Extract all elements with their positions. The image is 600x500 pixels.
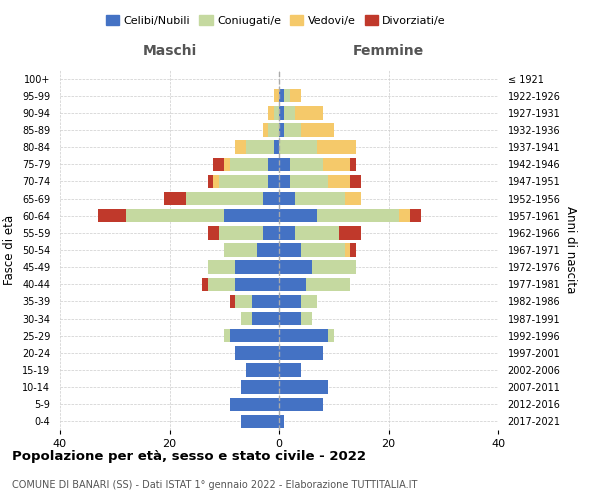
Bar (295, 106, 323, 120)
Bar (274, 89, 279, 102)
Bar (279, 209, 317, 222)
Bar (279, 89, 284, 102)
Bar (235, 346, 279, 360)
Bar (279, 158, 290, 171)
Bar (274, 140, 279, 154)
Bar (241, 380, 279, 394)
Bar (312, 260, 356, 274)
Bar (290, 89, 301, 102)
Bar (257, 244, 279, 256)
Bar (339, 226, 361, 239)
Bar (230, 294, 235, 308)
Bar (295, 192, 345, 205)
Bar (295, 226, 339, 239)
Bar (345, 192, 361, 205)
Bar (235, 140, 246, 154)
Bar (186, 192, 263, 205)
Bar (263, 192, 279, 205)
Bar (208, 226, 219, 239)
Text: COMUNE DI BANARI (SS) - Dati ISTAT 1° gennaio 2022 - Elaborazione TUTTITALIA.IT: COMUNE DI BANARI (SS) - Dati ISTAT 1° ge… (12, 480, 418, 490)
Bar (202, 278, 208, 291)
Bar (279, 140, 317, 154)
Bar (224, 244, 257, 256)
Bar (328, 174, 350, 188)
Bar (268, 124, 279, 136)
Bar (125, 209, 224, 222)
Bar (345, 244, 350, 256)
Bar (251, 294, 279, 308)
Bar (279, 106, 284, 120)
Bar (219, 226, 263, 239)
Bar (224, 158, 230, 171)
Bar (98, 209, 125, 222)
Bar (328, 329, 334, 342)
Bar (290, 174, 328, 188)
Text: Femmine: Femmine (353, 44, 424, 58)
Bar (279, 174, 290, 188)
Bar (235, 294, 251, 308)
Bar (230, 329, 279, 342)
Bar (230, 158, 268, 171)
Bar (350, 158, 356, 171)
Bar (279, 226, 295, 239)
Bar (219, 174, 268, 188)
Y-axis label: Fasce di età: Fasce di età (4, 215, 16, 285)
Bar (279, 294, 301, 308)
Bar (263, 226, 279, 239)
Bar (251, 312, 279, 326)
Bar (230, 398, 279, 411)
Text: Maschi: Maschi (142, 44, 197, 58)
Bar (279, 192, 295, 205)
Bar (235, 278, 279, 291)
Bar (241, 312, 251, 326)
Bar (290, 158, 323, 171)
Bar (279, 124, 284, 136)
Bar (208, 260, 235, 274)
Bar (224, 209, 279, 222)
Bar (301, 294, 317, 308)
Bar (279, 329, 328, 342)
Bar (279, 312, 301, 326)
Bar (224, 329, 230, 342)
Bar (350, 244, 356, 256)
Bar (410, 209, 421, 222)
Legend: Celibi/Nubili, Coniugati/e, Vedovi/e, Divorziati/e: Celibi/Nubili, Coniugati/e, Vedovi/e, Di… (101, 10, 451, 30)
Bar (246, 140, 274, 154)
Bar (279, 244, 301, 256)
Bar (214, 158, 224, 171)
Bar (317, 140, 356, 154)
Bar (301, 124, 334, 136)
Bar (235, 260, 279, 274)
Bar (214, 174, 219, 188)
Bar (400, 209, 410, 222)
Bar (279, 278, 307, 291)
Bar (279, 260, 312, 274)
Bar (208, 278, 235, 291)
Bar (208, 174, 214, 188)
Bar (301, 244, 344, 256)
Bar (284, 89, 290, 102)
Bar (301, 312, 312, 326)
Bar (279, 346, 323, 360)
Bar (307, 278, 350, 291)
Bar (279, 398, 323, 411)
Bar (279, 414, 284, 428)
Bar (284, 106, 295, 120)
Bar (279, 380, 328, 394)
Bar (323, 158, 350, 171)
Bar (263, 124, 268, 136)
Bar (350, 174, 361, 188)
Bar (279, 364, 301, 376)
Bar (164, 192, 186, 205)
Bar (317, 209, 400, 222)
Bar (274, 106, 279, 120)
Bar (284, 124, 301, 136)
Y-axis label: Anni di nascita: Anni di nascita (565, 206, 577, 294)
Bar (246, 364, 279, 376)
Text: Popolazione per età, sesso e stato civile - 2022: Popolazione per età, sesso e stato civil… (12, 450, 366, 463)
Bar (268, 174, 279, 188)
Bar (268, 158, 279, 171)
Bar (268, 106, 274, 120)
Bar (241, 414, 279, 428)
